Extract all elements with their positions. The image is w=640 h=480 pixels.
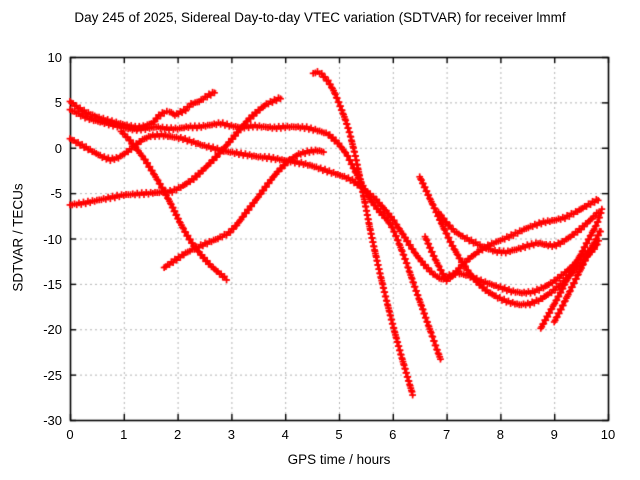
- y-tick-label: -25: [43, 367, 62, 383]
- y-tick-label: 10: [47, 50, 62, 65]
- x-tick-label: 10: [600, 427, 616, 442]
- y-tick-label: -30: [43, 413, 62, 428]
- x-tick-label: 6: [389, 427, 397, 442]
- y-tick-label: 0: [54, 140, 62, 156]
- y-tick-label: 5: [54, 95, 62, 111]
- x-tick-label: 1: [120, 427, 128, 442]
- y-tick-label: -15: [43, 276, 62, 292]
- x-tick-label: 2: [173, 427, 182, 442]
- x-tick-label: 0: [66, 427, 74, 442]
- chart-title: Day 245 of 2025, Sidereal Day-to-day VTE…: [74, 10, 566, 25]
- x-tick-label: 7: [442, 427, 451, 442]
- x-tick-label: 5: [335, 427, 343, 442]
- x-axis-label: GPS time / hours: [287, 452, 391, 467]
- x-tick-label: 4: [281, 427, 289, 442]
- x-tick-label: 9: [550, 427, 558, 442]
- y-tick-label: -10: [43, 231, 62, 247]
- y-tick-label: -5: [50, 186, 62, 202]
- y-tick-label: -20: [43, 322, 62, 338]
- x-tick-label: 3: [227, 427, 235, 442]
- x-tick-label: 8: [496, 427, 504, 442]
